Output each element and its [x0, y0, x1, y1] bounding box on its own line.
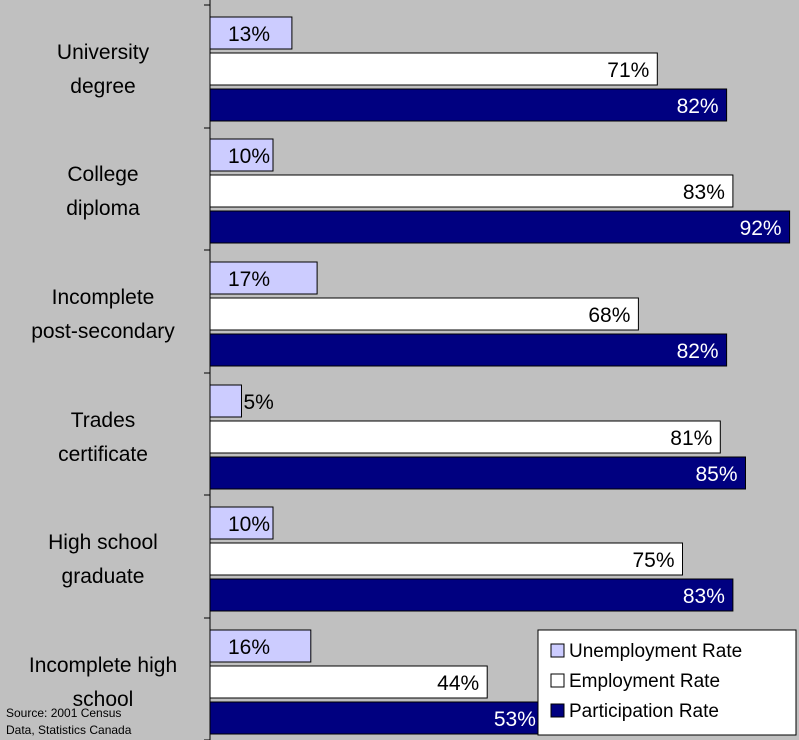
legend-box: [537, 629, 797, 736]
value-label-employment-rate-5: 44%: [437, 672, 479, 695]
value-label-participation-rate-4: 83%: [683, 585, 725, 608]
category-label-1-line-1: diploma: [66, 197, 140, 220]
value-label-employment-rate-2: 68%: [588, 304, 630, 327]
category-label-4-line-1: graduate: [62, 565, 145, 588]
bar-unemployment-rate-3: [209, 384, 242, 418]
value-label-unemployment-rate-0: 13%: [228, 23, 270, 46]
legend-swatch-employment-rate: [550, 673, 565, 688]
value-label-participation-rate-0: 82%: [677, 95, 719, 118]
value-label-unemployment-rate-5: 16%: [228, 636, 270, 659]
legend-label-employment-rate: Employment Rate: [569, 671, 720, 692]
value-label-unemployment-rate-2: 17%: [228, 268, 270, 291]
category-label-4-line-0: High school: [48, 531, 158, 554]
bar-employment-rate-1: [209, 174, 734, 208]
category-label-0-line-1: degree: [70, 75, 135, 98]
legend-items: Unemployment Rate Employment Rate Particip…: [550, 641, 742, 722]
bar-employment-rate-3: [209, 420, 721, 454]
axis-ticks-layer: [204, 4, 210, 740]
value-label-participation-rate-1: 92%: [740, 217, 782, 240]
legend-label-participation-rate: Participation Rate: [569, 701, 719, 722]
bar-participation-rate-1: [209, 210, 791, 244]
bar-unemployment-rate-5: [209, 629, 312, 663]
category-label-2-line-1: post-secondary: [31, 320, 175, 343]
category-label-5-line-1: school: [73, 688, 134, 711]
category-label-2-line-0: Incomplete: [52, 286, 155, 309]
value-label-employment-rate-3: 81%: [670, 427, 712, 450]
bar-employment-rate-4: [209, 542, 683, 576]
category-label-3-line-1: certificate: [58, 443, 148, 466]
value-label-employment-rate-4: 75%: [632, 549, 674, 572]
value-label-participation-rate-5: 53%: [494, 708, 536, 731]
source-line-1: Source: 2001 Census: [6, 706, 121, 720]
legend-swatch-unemployment-rate: [550, 643, 565, 658]
value-label-participation-rate-2: 82%: [677, 340, 719, 363]
bar-participation-rate-3: [209, 456, 746, 490]
legend-label-unemployment-rate: Unemployment Rate: [569, 641, 742, 662]
legend-swatch-participation-rate: [550, 703, 565, 718]
category-labels-layer: University degree College diploma Incomplete…: [29, 41, 177, 711]
category-label-1-line-0: College: [67, 163, 138, 186]
legend: Unemployment Rate Employment Rate Particip…: [537, 629, 797, 736]
bar-unemployment-rate-4: [209, 506, 274, 540]
category-label-5-line-0: Incomplete high: [29, 654, 177, 677]
value-labels-layer: 13% 71% 82% 10% 83% 92% 17% 68% 82% 5% 81% 85% 10% 75…: [228, 23, 782, 731]
value-label-participation-rate-3: 85%: [695, 463, 737, 486]
category-label-3-line-0: Trades: [71, 409, 136, 432]
bars-layer: [209, 16, 791, 735]
bar-unemployment-rate-2: [209, 261, 318, 295]
category-label-0-line-0: University: [57, 41, 150, 64]
value-label-employment-rate-0: 71%: [607, 59, 649, 82]
bar-participation-rate-5: [209, 701, 545, 735]
bar-participation-rate-2: [209, 333, 728, 367]
source-line-2: Data, Statistics Canada: [6, 723, 132, 737]
value-label-employment-rate-1: 83%: [683, 181, 725, 204]
bar-unemployment-rate-0: [209, 16, 293, 50]
value-label-unemployment-rate-1: 10%: [228, 145, 270, 168]
bar-unemployment-rate-1: [209, 138, 274, 172]
source-note: Source: 2001 Census Data, Statistics Can…: [6, 706, 132, 737]
bar-employment-rate-2: [209, 297, 639, 331]
value-label-unemployment-rate-3: 5%: [244, 391, 274, 414]
bar-participation-rate-0: [209, 88, 728, 122]
bar-participation-rate-4: [209, 578, 734, 612]
bar-employment-rate-0: [209, 52, 658, 86]
value-label-unemployment-rate-4: 10%: [228, 513, 270, 536]
